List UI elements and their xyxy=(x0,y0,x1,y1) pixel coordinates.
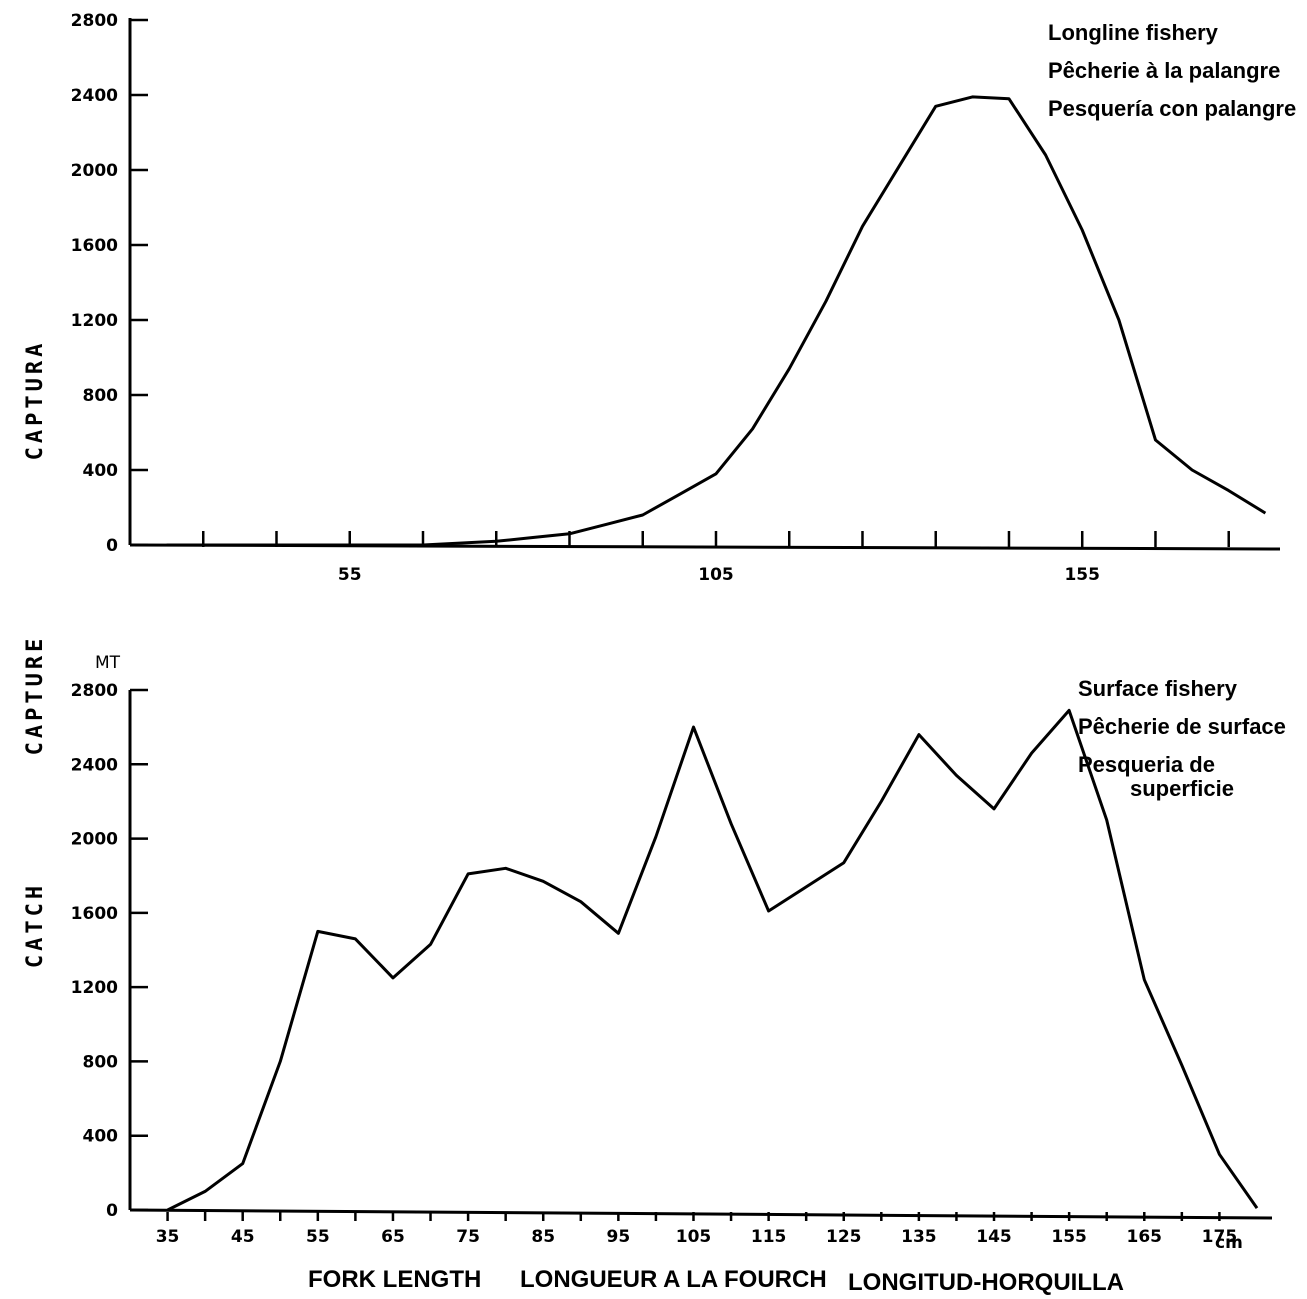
bottom-x-tick-label: 75 xyxy=(456,1227,480,1247)
bottom-legend-line-1: Surface fishery xyxy=(1078,676,1238,701)
bottom-y-unit: MT xyxy=(95,653,121,673)
bottom-legend-line-2: Pêcherie de surface xyxy=(1078,714,1286,739)
bottom-x-axis xyxy=(129,1208,1273,1220)
bottom-x-tick-label: 45 xyxy=(231,1227,255,1247)
x-axis-title-french: LONGUEUR A LA FOURCH xyxy=(520,1266,827,1293)
bottom-y-tick-label: 1600 xyxy=(71,904,118,924)
bottom-x-tick-label: 125 xyxy=(826,1227,862,1247)
top-y-tick-label: 1200 xyxy=(71,311,118,331)
top-series-line xyxy=(166,95,1267,547)
y-axis-title-capture: CAPTURE xyxy=(23,635,48,756)
top-x-tick-label: 105 xyxy=(698,565,734,585)
bottom-legend-line-3: Pesqueria de xyxy=(1078,752,1215,777)
top-legend-line-2: Pêcherie à la palangre xyxy=(1048,58,1280,83)
bottom-x-tick-label: 175 xyxy=(1202,1227,1238,1247)
longline-chart: Longline fishery Pêcherie à la palangre … xyxy=(71,11,1297,585)
bottom-x-tick-label: 115 xyxy=(751,1227,787,1247)
bottom-x-tick-label: 95 xyxy=(607,1227,631,1247)
bottom-x-tick-label: 165 xyxy=(1127,1227,1163,1247)
top-y-tick-label: 0 xyxy=(106,536,118,556)
y-axis-title-catch: CATCH xyxy=(23,882,48,968)
bottom-y-tick-label: 400 xyxy=(83,1127,119,1147)
bottom-y-tick-label: 1200 xyxy=(71,978,118,998)
bottom-legend-line-4: superficie xyxy=(1130,776,1234,801)
top-y-tick-label: 1600 xyxy=(71,236,118,256)
bottom-x-tick-label: 85 xyxy=(531,1227,555,1247)
x-axis-title-spanish: LONGITUD-HORQUILLA xyxy=(848,1269,1124,1296)
bottom-y-tick-label: 2000 xyxy=(71,830,118,850)
y-axis-title-captura: CAPTURA xyxy=(23,340,48,461)
bottom-y-tick-label: 2800 xyxy=(71,681,118,701)
bottom-x-tick-label: 35 xyxy=(156,1227,180,1247)
bottom-y-tick-label: 2400 xyxy=(71,755,118,775)
surface-chart: MT cm Surface fishery Pêcherie de surfac… xyxy=(71,653,1286,1253)
bottom-x-tick-label: 65 xyxy=(381,1227,405,1247)
bottom-y-tick-label: 0 xyxy=(106,1201,118,1221)
top-legend-line-3: Pesquería con palangre xyxy=(1048,96,1296,121)
top-y-tick-label: 2000 xyxy=(71,161,118,181)
bottom-x-tick-label: 155 xyxy=(1051,1227,1087,1247)
top-y-tick-label: 2400 xyxy=(71,86,118,106)
top-x-tick-label: 55 xyxy=(338,565,362,585)
bottom-series-line xyxy=(166,708,1259,1212)
top-y-tick-label: 2800 xyxy=(71,11,118,31)
top-legend-line-1: Longline fishery xyxy=(1048,20,1219,45)
top-x-tick-label: 155 xyxy=(1064,565,1100,585)
x-axis-title-english: FORK LENGTH xyxy=(308,1266,481,1293)
bottom-y-tick-label: 800 xyxy=(83,1052,119,1072)
bottom-x-tick-label: 55 xyxy=(306,1227,330,1247)
top-y-tick-label: 800 xyxy=(83,386,119,406)
bottom-x-tick-label: 145 xyxy=(976,1227,1012,1247)
bottom-x-tick-label: 135 xyxy=(901,1227,937,1247)
bottom-x-tick-label: 105 xyxy=(676,1227,712,1247)
bottom-x-unit: cm xyxy=(1215,1233,1243,1253)
top-y-tick-label: 400 xyxy=(83,461,119,481)
